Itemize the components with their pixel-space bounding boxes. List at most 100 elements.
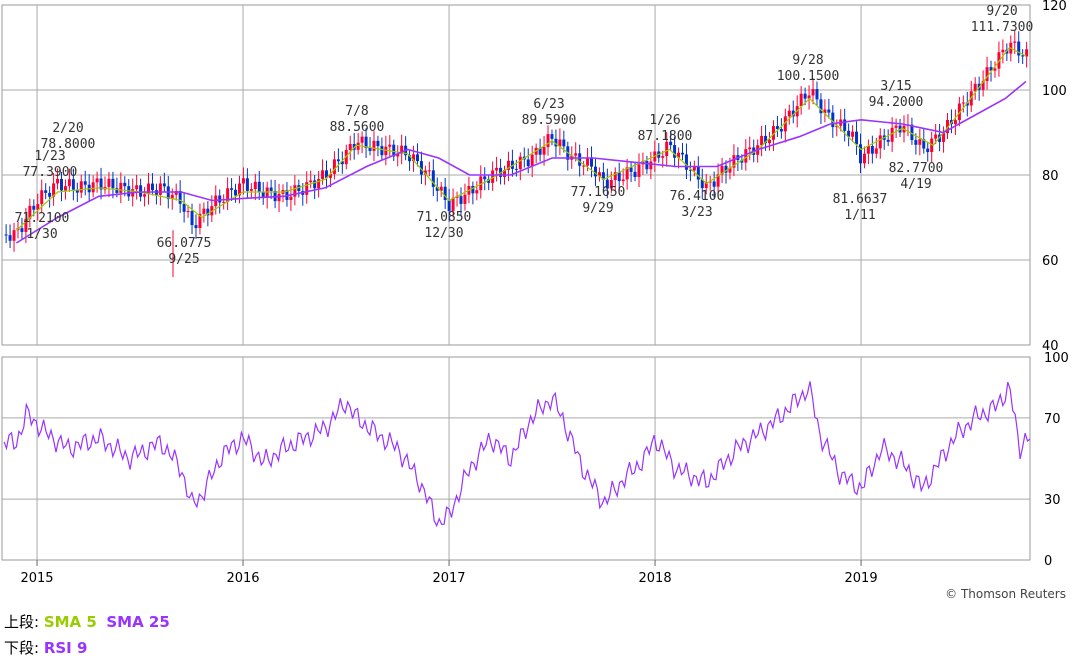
y-tick-label-lower: 100 [1044,351,1069,366]
candle-body [708,181,712,183]
candle-body [609,180,613,189]
candle-body [392,144,396,157]
candle-body [728,167,732,173]
candle-body [79,181,83,193]
candle-body [760,135,764,146]
annotation-line1: 71.0850 [417,210,472,225]
candle-body [289,196,293,200]
candle-body [40,190,44,205]
candle-body [143,194,147,197]
candle-body [617,172,621,182]
candle-body [162,183,166,187]
legend-sma5: SMA 5 [43,613,97,631]
candle-body [241,178,245,184]
candle-body [645,161,649,170]
candle-body [368,148,372,151]
candle-body [506,160,510,171]
y-tick-label-upper: 40 [1042,339,1059,354]
candle-body [855,131,859,145]
legend-sma25: SMA 25 [106,613,170,631]
candle-body [147,183,151,195]
x-tick-label: 2019 [845,571,878,586]
candle-body [744,149,748,163]
candle-body [732,155,736,168]
candle-body [139,185,143,197]
candle-body [44,190,48,193]
candle-body [443,186,447,200]
candle-body [783,116,787,132]
candle-body [356,142,360,150]
candle-body [993,68,997,71]
candle-body [716,174,720,187]
candle-body [665,141,669,157]
candle-body [419,161,423,175]
candle-body [582,165,586,167]
candle-body [56,178,60,184]
candle-body [119,182,123,193]
candle-body [447,199,451,211]
lower-panel-frame [1,356,1031,561]
annotation-line2: 100.1500 [777,69,840,84]
candle-body [926,148,930,153]
y-tick-label-upper: 120 [1042,0,1067,14]
candle-body [400,145,404,154]
legend-upper: 上段: SMA 5 SMA 25 [4,611,170,632]
candle-body [700,179,704,189]
candle-body [479,176,483,191]
candle-body [688,169,692,171]
candle-body [431,170,435,187]
annotation-line1: 3/15 [880,79,911,94]
series-line-sma-25 [15,80,1027,244]
candle-body [637,164,641,177]
candle-body [435,186,439,191]
candle-body [487,179,491,183]
candle-body [36,204,40,210]
candle-body [586,157,590,166]
candle-body [269,187,273,191]
candle-body [649,161,653,170]
annotation-line1: 1/23 [34,149,65,164]
x-tick-label: 2016 [226,571,259,586]
candle-body [1001,49,1005,53]
candle-body [550,134,554,139]
candle-body [546,134,550,148]
candle-body [593,166,597,177]
candle-body [325,170,329,178]
candle-body [973,83,977,92]
candle-body [601,172,605,180]
candle-body [554,138,558,147]
candle-body [451,197,455,211]
candle-body [574,153,578,156]
candle-body [894,125,898,128]
candle-body [878,135,882,149]
candle-body [190,211,194,226]
candle-body [677,152,681,158]
annotation-line2: 1/11 [844,208,875,223]
candle-body [965,102,969,106]
y-tick-label-lower: 0 [1044,554,1052,569]
candle-body [20,228,24,232]
candle-body [222,201,226,203]
candle-body [317,179,321,189]
candle-body [63,186,67,191]
candle-body [823,109,827,114]
legend-rsi9: RSI 9 [43,639,88,657]
candle-body [910,124,914,141]
candle-body [305,182,309,195]
candle-body [704,182,708,189]
candle-body [202,208,206,214]
candle-body [791,110,795,117]
candle-body [673,145,677,158]
candle-body [720,165,724,175]
candle-body [961,102,965,104]
candle-body [946,119,950,134]
candle-body [372,140,376,151]
candle-body [75,189,79,193]
annotation-line1: 1/26 [649,113,680,128]
candle-body [922,139,926,149]
candle-body [328,173,332,178]
candle-body [538,147,542,155]
candle-body [811,89,815,96]
candle-body [360,136,364,143]
candle-body [261,192,265,198]
